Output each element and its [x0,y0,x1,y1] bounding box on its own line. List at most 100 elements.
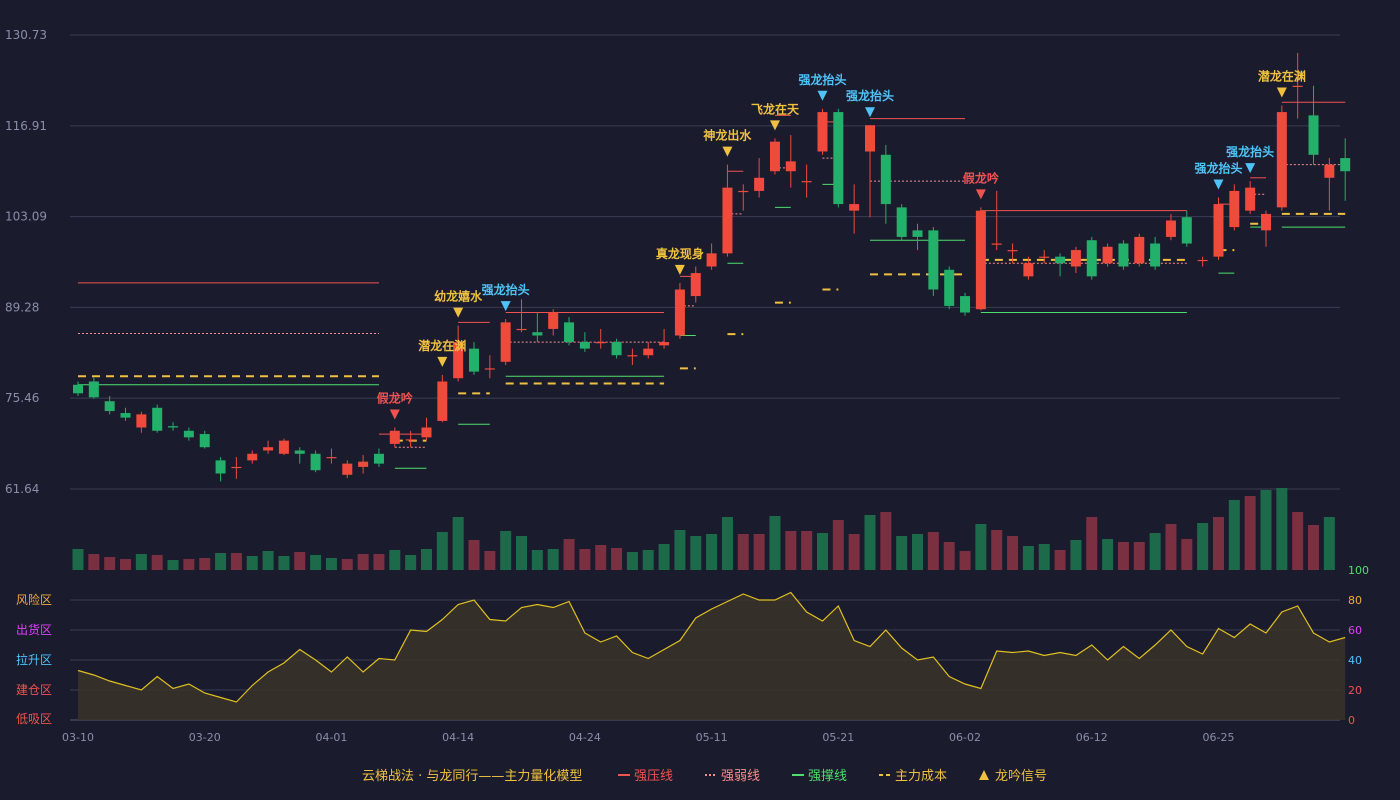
candle-body [1007,250,1018,252]
volume-bar [246,556,258,570]
legend-item-label: 强弱线 [721,769,760,784]
osc-tick-label: 60 [1348,624,1362,637]
candle-body [1340,158,1351,172]
candle-body [405,439,416,441]
date-tick-label: 06-12 [1076,731,1108,744]
signal-arrow [817,90,828,101]
volume-bar [183,559,195,570]
volume-bar [262,551,274,570]
candle-body [643,348,654,356]
price-grid: 130.73 116.91 103.09 89.28 75.46 61.64 [5,28,1340,496]
volume-bar [341,559,353,570]
volume-bar [1308,525,1320,570]
candle-body [1039,256,1050,258]
volume-bar [405,555,417,570]
candle-body [944,269,955,306]
candle-body [896,207,907,237]
volume-bar [389,550,401,570]
volume-bar [737,534,749,570]
candle-body [849,204,860,211]
volume-bar [848,534,860,570]
date-tick-label: 03-20 [189,731,221,744]
legend: 云梯战法 · 与龙同行——主力量化模型 强压线 强弱线 强撑线 主力成本 龙吟信号 [362,768,1047,784]
candle-body [659,342,670,346]
volume-bar [373,554,385,570]
signal-label: 神龙出水 [703,128,752,143]
candle-body [754,177,765,191]
price-tick-label: 89.28 [5,300,39,314]
candle-body [1308,115,1319,155]
volume-bar [468,540,480,570]
candle-body [991,243,1002,245]
volume-bar [1181,539,1193,570]
volume-bar [1197,523,1209,570]
zone-label: 建仓区 [16,683,52,697]
volume-bar [674,530,686,570]
volume-bar [595,545,607,570]
volume-bar [1212,517,1224,570]
candle-body [136,414,147,428]
legend-item-label: 龙吟信号 [995,768,1047,784]
candle-body [183,430,194,438]
signal-arrow [500,301,511,312]
candle-body [912,230,923,237]
candle-body [437,381,448,421]
volume-bar [626,552,638,570]
signal-arrow [1276,87,1287,98]
candle-body [975,210,986,310]
volume-bar [753,534,765,570]
legend-item-label: 强撑线 [808,769,847,784]
candle-body [722,187,733,254]
candle-body [1023,263,1034,277]
candle-body [73,384,83,394]
volume-bar [325,558,337,570]
volume-bar [278,556,290,570]
date-tick-label: 06-25 [1202,731,1234,744]
osc-tick-label: 40 [1348,654,1362,667]
signal-label: 潜龙在渊 [1258,69,1306,84]
price-tick-label: 75.46 [5,391,39,405]
candle-body [674,289,685,336]
volume-bar [579,549,591,570]
osc-line [77,591,1346,703]
candle-body [1261,213,1271,231]
volume-bar [975,524,987,570]
candle-body [817,112,828,152]
candle-body [928,230,939,290]
osc-tick-label: 20 [1348,684,1362,697]
candle-body [579,342,590,349]
volume-bar [167,560,179,570]
volume-bar [151,555,163,570]
candle-body [310,453,321,471]
candle-body [421,427,432,438]
signal-arrow [722,146,733,157]
volume-bar [1007,536,1019,570]
candle-body [690,273,701,297]
candle-body [247,453,258,461]
volume-bar [611,548,623,570]
osc-tick-label: 100 [1348,564,1369,577]
candle-body [88,381,99,398]
candle-body [833,112,844,205]
candle-body [738,190,749,193]
volume-bar [72,549,84,570]
date-tick-label: 05-21 [822,731,854,744]
volume-bar [215,553,227,570]
candle-body [1181,217,1192,244]
candle-body [865,125,875,152]
volume-bar [420,549,432,570]
candle-body [1118,243,1129,267]
volume-bar [484,551,496,570]
volume-bar [199,558,211,570]
osc-tick-label: 80 [1348,594,1362,607]
volume-bar [927,532,939,570]
signal-label: 强龙抬头 [846,88,894,103]
legend-marker [979,770,989,780]
candle-body [960,296,971,313]
zone-label: 出货区 [16,622,52,637]
price-tick-label: 103.09 [5,210,47,224]
candle-body [469,348,479,372]
volume-bar [120,559,132,570]
volume-bar [864,515,876,570]
